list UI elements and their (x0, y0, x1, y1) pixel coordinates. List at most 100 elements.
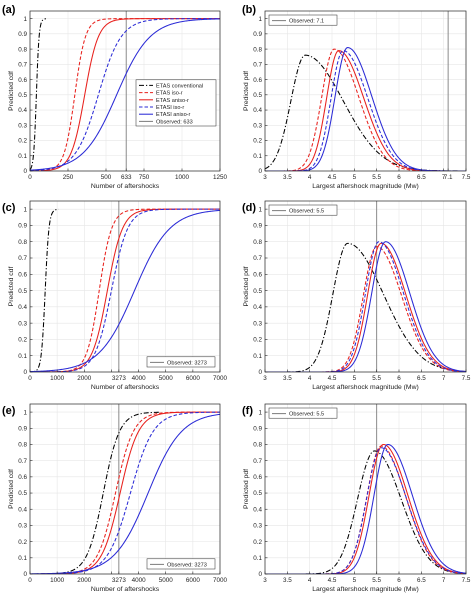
x-tick-label: 0 (28, 174, 32, 181)
x-axis-label: Largest aftershock magnitude (Mw) (312, 586, 419, 593)
y-tick-label: 0 (23, 571, 27, 578)
x-tick-label: 3273 (112, 375, 127, 382)
panel-c: (c) 0 1000 2000 3273 4000 5000 6000 7000 0 0.1 0.2 0… (2, 200, 228, 391)
y-tick-label: 0.4 (253, 506, 262, 513)
grid (29, 201, 221, 373)
x-tick-label: 750 (139, 174, 150, 181)
grid (264, 404, 467, 575)
x-tick-label: 2000 (77, 375, 92, 382)
series-line-red-solid (265, 50, 466, 171)
x-tick-label: 6.5 (417, 577, 426, 584)
x-tick-label: 4.5 (328, 375, 337, 382)
series-line-blue-solid (265, 443, 466, 574)
legend-label: Observed: 633 (156, 119, 193, 125)
x-axis-label: Largest aftershock magnitude (Mw) (312, 183, 419, 190)
y-tick-label: 0.8 (18, 46, 27, 53)
series-line-blue-solid (265, 47, 466, 171)
series-line-blue-dashed (265, 241, 466, 372)
y-tick-label: 0 (258, 369, 262, 376)
panel-a: (a) 0 250 500 633 750 1000 1250 0 0.1 0.2 0.3 0.4 0.5… (2, 4, 227, 190)
x-tick-label: 3.5 (283, 174, 292, 181)
x-tick-label: 1000 (175, 174, 190, 181)
x-tick-label: 4 (308, 174, 312, 181)
y-tick-label: 0.5 (253, 490, 262, 497)
axes-box (29, 10, 221, 172)
y-tick-label: 0.7 (18, 255, 27, 262)
x-tick-label: 5000 (159, 577, 174, 584)
x-tick-label: 7 (442, 174, 446, 181)
y-tick-label: 0.4 (253, 304, 262, 311)
x-tick-label: 4000 (132, 577, 147, 584)
x-tick-label: 1000 (50, 375, 65, 382)
legend-box (146, 356, 216, 368)
y-tick-label: 0.7 (18, 458, 27, 465)
x-axis-label: Number of aftershocks (91, 183, 160, 190)
y-tick-label: 0.8 (253, 46, 262, 53)
y-tick-label: 0.3 (18, 122, 27, 129)
y-tick-label: 0 (258, 571, 262, 578)
y-tick-label: 0.5 (18, 288, 27, 295)
axes-box (29, 403, 221, 575)
series-line-red-solid (265, 242, 466, 372)
x-tick-label: 5 (353, 375, 357, 382)
panel-label: (d) (242, 202, 256, 214)
x-tick-label: 500 (101, 174, 112, 181)
legend: Observed: 7.1 (268, 14, 338, 26)
x-tick-label: 5.5 (372, 375, 381, 382)
legend-box (268, 204, 338, 216)
y-axis-label: Predicted cdf (8, 469, 15, 509)
x-tick-label: 7.5 (462, 174, 471, 181)
x-tick-label: 7.5 (462, 577, 471, 584)
x-tick-label: 7000 (213, 375, 228, 382)
y-tick-label: 0.3 (18, 523, 27, 530)
y-tick-label: 0.4 (18, 107, 27, 114)
x-tick-label: 5 (353, 577, 357, 584)
y-tick-label: 0.2 (253, 138, 262, 145)
grid (29, 404, 221, 575)
y-tick-label: 0.1 (18, 353, 27, 360)
series-line-blue-dashed (30, 18, 220, 171)
panel-label: (e) (2, 405, 16, 417)
y-tick-label: 0.1 (18, 555, 27, 562)
y-tick-label: 1 (258, 409, 262, 416)
axes-box (264, 10, 467, 172)
legend-label: Observed: 5.5 (289, 209, 324, 215)
legend: Observed: 3273 (146, 558, 216, 570)
x-tick-label: 3 (263, 375, 267, 382)
y-tick-label: 0.9 (253, 223, 262, 230)
y-tick-label: 0.8 (18, 239, 27, 246)
legend-label: Observed: 3273 (167, 562, 207, 568)
legend-label: ETAS iso-r (156, 91, 183, 97)
x-tick-label: 7000 (213, 577, 228, 584)
y-tick-label: 0.5 (18, 490, 27, 497)
series-line-blue-solid (30, 18, 220, 171)
y-tick-label: 1 (23, 206, 27, 213)
y-tick-label: 0.8 (253, 239, 262, 246)
x-axis-label: Largest aftershock magnitude (Mw) (312, 384, 419, 391)
y-tick-label: 0.9 (18, 31, 27, 38)
x-tick-label: 5.5 (372, 577, 381, 584)
series-line-blue-dashed (30, 208, 220, 372)
y-tick-label: 1 (258, 16, 262, 23)
y-tick-label: 0.1 (253, 353, 262, 360)
x-axis-label: Number of aftershocks (91, 384, 160, 391)
y-tick-label: 1 (23, 16, 27, 23)
x-tick-label: 5.5 (372, 174, 381, 181)
y-tick-label: 0.6 (253, 271, 262, 278)
y-tick-label: 0.7 (18, 62, 27, 69)
series-group (265, 241, 466, 372)
y-axis-label: Predicted pdf (243, 469, 250, 509)
y-axis-label: Predicted cdf (8, 267, 15, 307)
y-tick-label: 0.7 (253, 458, 262, 465)
panel-label: (c) (2, 202, 16, 214)
axes-box (29, 200, 221, 373)
y-tick-label: 0.6 (18, 77, 27, 84)
series-line-blue-dashed (265, 50, 466, 171)
x-tick-label: 6000 (186, 375, 201, 382)
x-tick-label: 6.5 (417, 375, 426, 382)
y-tick-label: 0.9 (253, 31, 262, 38)
series-line-blue-solid (265, 241, 466, 372)
y-axis-label: Predicted cdf (8, 71, 15, 111)
y-tick-label: 0.2 (253, 539, 262, 546)
